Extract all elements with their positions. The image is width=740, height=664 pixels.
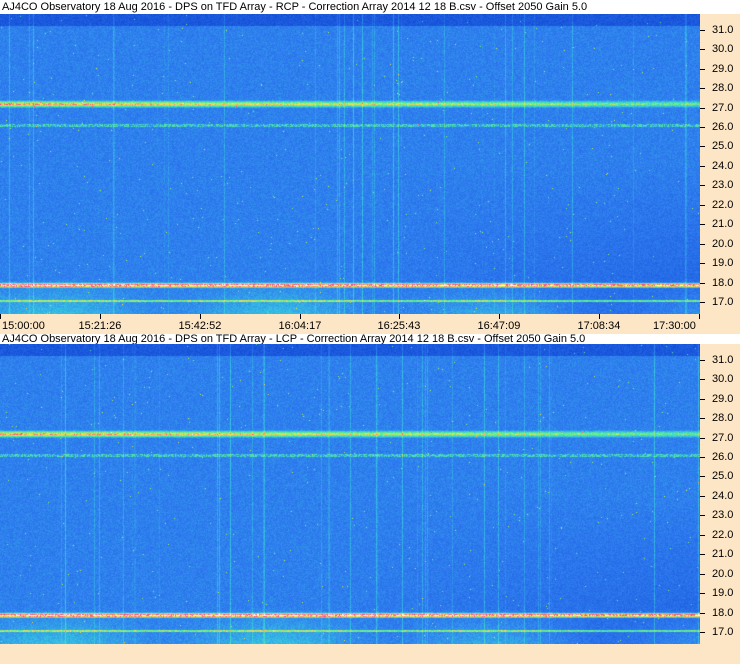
freq-tick-label: 21.0 <box>712 548 734 560</box>
freq-tick <box>700 438 705 439</box>
freq-tick <box>700 379 705 380</box>
time-tick <box>200 314 201 319</box>
freq-tick-label: 17.0 <box>712 626 734 638</box>
freq-tick <box>700 457 705 458</box>
lcp-spectrogram <box>0 344 700 644</box>
freq-tick <box>700 496 705 497</box>
freq-tick <box>700 613 705 614</box>
lcp-panel-title: AJ4CO Observatory 18 Aug 2016 - DPS on T… <box>2 333 586 345</box>
time-tick <box>699 314 700 319</box>
time-tick-label: 17:30:00 <box>653 320 696 332</box>
freq-tick-label: 29.0 <box>712 63 734 75</box>
freq-tick-label: 31.0 <box>712 24 734 36</box>
freq-tick-label: 25.0 <box>712 470 734 482</box>
freq-tick-label: 19.0 <box>712 257 734 269</box>
freq-tick <box>700 263 705 264</box>
freq-tick <box>700 30 705 31</box>
freq-tick <box>700 244 705 245</box>
freq-tick <box>700 69 705 70</box>
time-tick-label: 16:04:17 <box>278 320 322 332</box>
freq-tick <box>700 283 705 284</box>
time-tick-label: 15:00:00 <box>2 320 45 332</box>
freq-tick <box>700 224 705 225</box>
freq-tick-label: 30.0 <box>712 43 734 55</box>
freq-tick <box>700 535 705 536</box>
freq-tick-label: 27.0 <box>712 432 734 444</box>
lcp-frequency-axis: 31.0 30.0 29.0 28.0 27.0 26.0 25.0 24.0 23.0 22.0… <box>700 344 740 644</box>
time-tick-label: 15:21:26 <box>78 320 122 332</box>
freq-tick-label: 23.0 <box>712 179 734 191</box>
freq-tick-label: 20.0 <box>712 568 734 580</box>
time-tick-label: 17:08:34 <box>577 320 621 332</box>
freq-tick <box>700 205 705 206</box>
freq-tick-label: 19.0 <box>712 587 734 599</box>
freq-tick-label: 22.0 <box>712 529 734 541</box>
freq-tick-label: 18.0 <box>712 607 734 619</box>
time-tick <box>599 314 600 319</box>
freq-tick <box>700 302 705 303</box>
time-tick-label: 16:47:09 <box>477 320 521 332</box>
freq-tick <box>700 360 705 361</box>
freq-tick-label: 21.0 <box>712 218 734 230</box>
freq-tick-label: 29.0 <box>712 393 734 405</box>
freq-tick-label: 31.0 <box>712 354 734 366</box>
freq-tick <box>700 418 705 419</box>
freq-tick-label: 18.0 <box>712 277 734 289</box>
rcp-spectrogram <box>0 14 700 314</box>
freq-tick-label: 27.0 <box>712 102 734 114</box>
time-tick-label: 15:42:52 <box>178 320 222 332</box>
time-tick <box>399 314 400 319</box>
freq-tick <box>700 146 705 147</box>
freq-tick <box>700 593 705 594</box>
freq-tick-label: 26.0 <box>712 121 734 133</box>
freq-tick <box>700 554 705 555</box>
freq-tick-label: 24.0 <box>712 490 734 502</box>
freq-tick-label: 23.0 <box>712 509 734 521</box>
freq-tick <box>700 632 705 633</box>
freq-tick <box>700 574 705 575</box>
freq-tick-label: 20.0 <box>712 238 734 250</box>
time-tick-label: 16:25:43 <box>377 320 421 332</box>
freq-tick-label: 26.0 <box>712 451 734 463</box>
freq-tick <box>700 108 705 109</box>
rcp-panel-title: AJ4CO Observatory 18 Aug 2016 - DPS on T… <box>2 1 588 13</box>
freq-tick-label: 22.0 <box>712 199 734 211</box>
freq-tick-label: 28.0 <box>712 412 734 424</box>
freq-tick <box>700 399 705 400</box>
freq-tick <box>700 88 705 89</box>
time-tick <box>0 314 1 319</box>
freq-tick-label: 17.0 <box>712 296 734 308</box>
freq-tick <box>700 185 705 186</box>
freq-tick-label: 28.0 <box>712 82 734 94</box>
time-tick <box>300 314 301 319</box>
freq-tick-label: 30.0 <box>712 373 734 385</box>
time-tick <box>499 314 500 319</box>
freq-tick <box>700 49 705 50</box>
freq-tick <box>700 127 705 128</box>
freq-tick-label: 25.0 <box>712 140 734 152</box>
freq-tick <box>700 476 705 477</box>
rcp-frequency-axis: 31.0 30.0 29.0 28.0 27.0 26.0 25.0 24.0 23.0 22.0… <box>700 14 740 314</box>
time-tick <box>100 314 101 319</box>
freq-tick <box>700 515 705 516</box>
freq-tick-label: 24.0 <box>712 160 734 172</box>
freq-tick <box>700 166 705 167</box>
lcp-bottom-strip <box>0 644 740 664</box>
time-axis: 15:00:00 15:21:26 15:42:52 16:04:17 16:25:43… <box>0 314 740 334</box>
